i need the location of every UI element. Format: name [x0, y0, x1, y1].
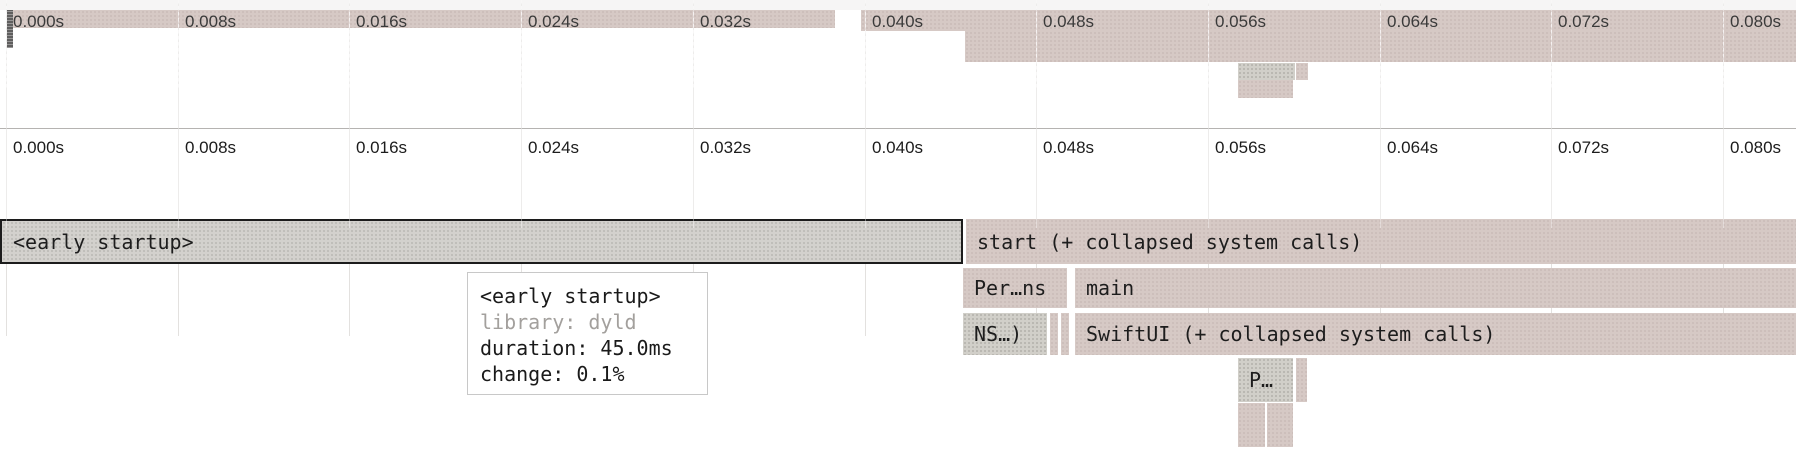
- minimap-block[interactable]: [861, 10, 1796, 31]
- gridline: [521, 0, 522, 336]
- minimap-gridline-highlight: [349, 0, 350, 88]
- ruler-tick-label: 0.008s: [185, 138, 237, 157]
- minimap-gridline-highlight: [178, 0, 179, 88]
- flame-bar-swiftui[interactable]: SwiftUI (+ collapsed system calls): [1075, 313, 1796, 355]
- minimap-gridline-highlight: [6, 0, 7, 88]
- gridline-highlight: [349, 0, 350, 228]
- minimap-tick-label: 0.040s: [872, 12, 924, 31]
- flame-bar-small[interactable]: [1238, 403, 1265, 447]
- minimap-gridline-highlight: [693, 0, 694, 88]
- tooltip-change: change: 0.1%: [480, 362, 625, 386]
- ruler-tick-label: 0.016s: [356, 138, 408, 157]
- ruler-tick-label: 0.024s: [528, 138, 580, 157]
- gridline-highlight: [1380, 0, 1381, 228]
- gridline: [1380, 0, 1381, 336]
- minimap-gridline-highlight: [1380, 0, 1381, 88]
- gridline: [349, 0, 350, 336]
- flame-bar-start[interactable]: start (+ collapsed system calls): [966, 219, 1796, 264]
- minimap-block[interactable]: [1238, 63, 1295, 80]
- gridline: [6, 0, 7, 336]
- minimap-top-strip: [0, 0, 1796, 10]
- minimap-tick-label: 0.000s: [13, 12, 65, 31]
- gridline-highlight: [178, 0, 179, 228]
- flame-bar-label: SwiftUI (+ collapsed system calls): [1086, 322, 1496, 346]
- minimap-gridline-highlight: [865, 0, 866, 88]
- flame-bar-label: P…: [1249, 368, 1274, 392]
- flame-bar-label: start (+ collapsed system calls): [977, 229, 1363, 254]
- ruler-tick-label: 0.064s: [1387, 138, 1439, 157]
- minimap-tick-label: 0.072s: [1558, 12, 1610, 31]
- tooltip-duration: duration: 45.0ms: [480, 336, 673, 360]
- gridline-highlight: [865, 0, 866, 228]
- minimap-tick-label: 0.032s: [700, 12, 752, 31]
- flame-bar-p[interactable]: P…: [1238, 358, 1293, 402]
- ruler-tick-label: 0.048s: [1043, 138, 1095, 157]
- ruler-tick-label: 0.040s: [872, 138, 924, 157]
- gridline-highlight: [1723, 0, 1724, 228]
- flame-bar-small[interactable]: [1296, 358, 1307, 402]
- flame-bar-early-startup[interactable]: <early startup>: [0, 219, 963, 264]
- minimap-gridline-highlight: [1208, 0, 1209, 88]
- minimap-tick-label: 0.016s: [356, 12, 408, 31]
- gridline: [1723, 0, 1724, 336]
- flame-bar-small[interactable]: [1267, 403, 1293, 447]
- minimap-tick-label: 0.048s: [1043, 12, 1095, 31]
- minimap-tick-label: 0.080s: [1730, 12, 1782, 31]
- tooltip-library: library: dyld: [480, 310, 637, 334]
- ruler-tick-label: 0.072s: [1558, 138, 1610, 157]
- flame-bar-main[interactable]: main: [1075, 268, 1796, 308]
- gridline-highlight: [1551, 0, 1552, 228]
- minimap-tick-label: 0.024s: [528, 12, 580, 31]
- minimap-block[interactable]: [1238, 80, 1293, 98]
- gridline: [1036, 0, 1037, 336]
- ruler-tick-label: 0.056s: [1215, 138, 1267, 157]
- minimap-block[interactable]: [13, 10, 835, 28]
- ruler-tick-label: 0.032s: [700, 138, 752, 157]
- minimap-tick-label: 0.008s: [185, 12, 237, 31]
- gridline-highlight: [1208, 0, 1209, 228]
- minimap-gridline-highlight: [1723, 0, 1724, 88]
- ruler-tick-label: 0.080s: [1730, 138, 1782, 157]
- minimap-scrub-handle[interactable]: [7, 10, 13, 48]
- gridline: [865, 0, 866, 336]
- flame-bar-per-ns[interactable]: Per…ns: [963, 268, 1067, 308]
- ruler-tick-label: 0.000s: [13, 138, 65, 157]
- gridline-highlight: [521, 0, 522, 228]
- gridline: [1551, 0, 1552, 336]
- gridline-highlight: [6, 0, 7, 228]
- gridline-highlight: [1036, 0, 1037, 228]
- tooltip-title: <early startup>: [480, 284, 661, 308]
- flame-bar-label: Per…ns: [974, 276, 1047, 300]
- tooltip: <early startup> library: dyld duration: …: [467, 272, 708, 395]
- flame-bar-small[interactable]: [1061, 313, 1069, 355]
- minimap-gridline-highlight: [1036, 0, 1037, 88]
- flame-bar-label: NS…): [974, 322, 1023, 346]
- flame-bar-ns[interactable]: NS…): [963, 313, 1047, 355]
- flame-bar-small[interactable]: [1050, 313, 1058, 355]
- minimap-ruler-separator: [0, 128, 1796, 129]
- minimap-tick-label: 0.056s: [1215, 12, 1267, 31]
- gridline: [1208, 0, 1209, 336]
- minimap-block[interactable]: [1296, 63, 1308, 80]
- flame-bar-label: <early startup>: [13, 229, 194, 254]
- flame-bar-label: main: [1086, 276, 1135, 300]
- gridline-highlight: [693, 0, 694, 228]
- minimap-gridline-highlight: [1551, 0, 1552, 88]
- minimap-gridline-highlight: [521, 0, 522, 88]
- gridline: [178, 0, 179, 336]
- minimap-tick-label: 0.064s: [1387, 12, 1439, 31]
- gridline: [693, 0, 694, 336]
